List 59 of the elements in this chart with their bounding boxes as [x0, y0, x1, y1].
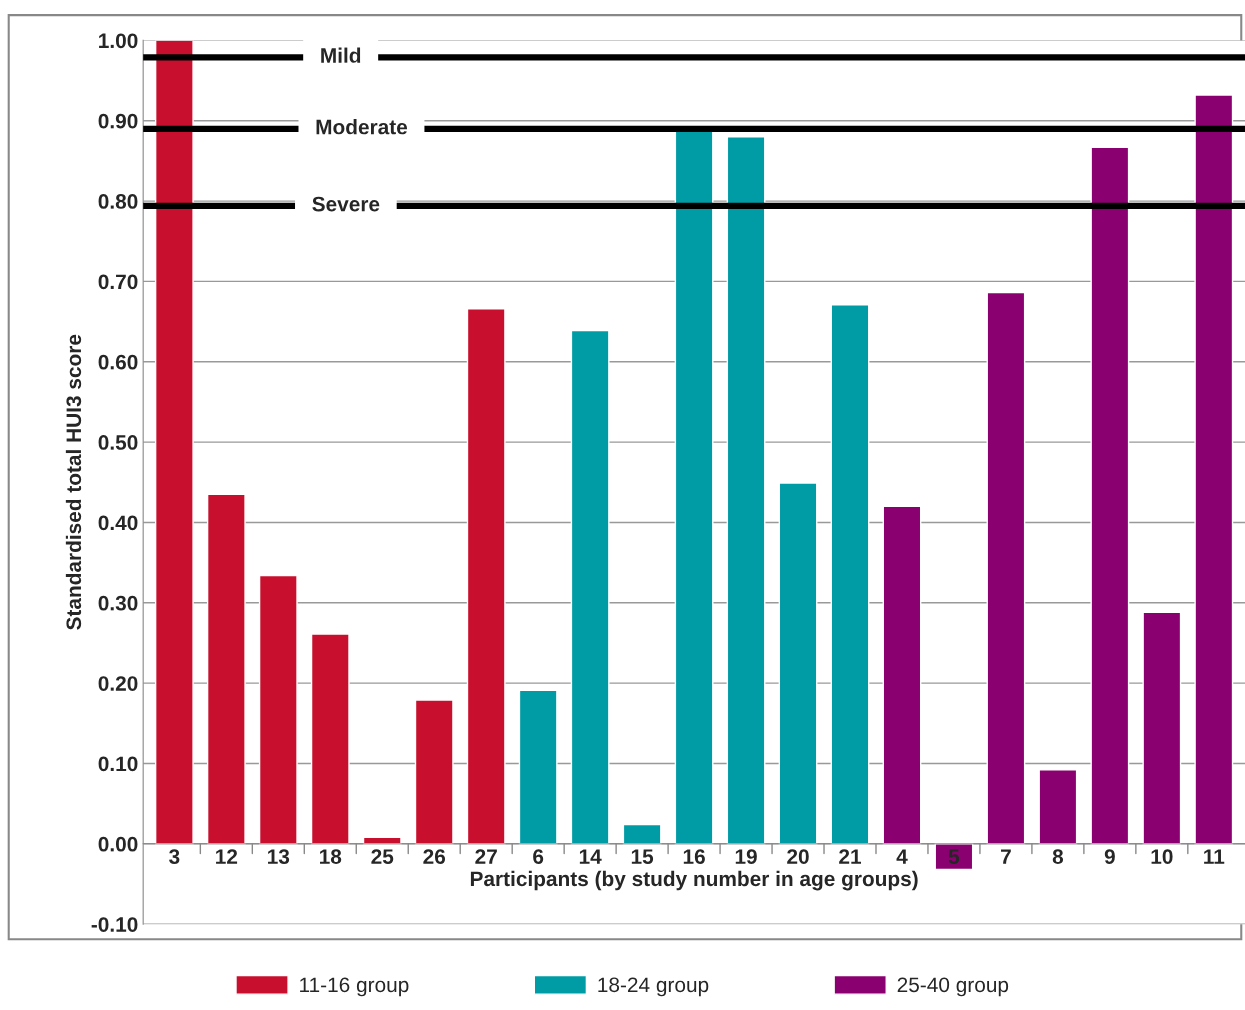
- bar: [570, 329, 610, 845]
- x-tick-label: 16: [683, 849, 705, 864]
- bar: [830, 304, 870, 845]
- x-tick-label: 11: [1204, 849, 1225, 864]
- bar: [778, 482, 818, 845]
- bar: [1090, 146, 1130, 845]
- bar: [986, 291, 1026, 845]
- x-tick-label: 8: [1052, 849, 1064, 864]
- y-tick-label: 0.60: [98, 354, 138, 370]
- y-tick-label: 0.50: [98, 435, 138, 450]
- x-tick-label: 19: [735, 849, 757, 864]
- x-tick-label: 18: [320, 849, 342, 864]
- bar: [1194, 94, 1234, 845]
- x-tick-label: 20: [787, 849, 809, 864]
- y-tick-label: 0.90: [98, 113, 138, 129]
- bar: [726, 136, 766, 845]
- ref-line-label: Mild: [321, 47, 361, 63]
- x-tick-label: 21: [839, 849, 862, 864]
- x-tick-label: 25: [371, 849, 394, 864]
- bar: [622, 823, 662, 845]
- bar: [414, 699, 454, 845]
- x-tick-label: 15: [631, 849, 654, 864]
- bar: [518, 689, 558, 845]
- y-tick-label: -0.10: [91, 917, 138, 932]
- x-tick-label: 12: [216, 849, 238, 864]
- y-tick-label: 0.80: [98, 194, 138, 209]
- legend-label: 18-24 group: [598, 977, 709, 997]
- y-axis-title: Standardised total HUI3 score: [65, 334, 82, 630]
- bar: [466, 308, 506, 845]
- x-tick-label: 13: [268, 849, 290, 864]
- y-tick-label: 1.00: [99, 33, 138, 49]
- bar: [362, 836, 402, 845]
- bar: [1142, 611, 1182, 845]
- bar: [206, 493, 246, 845]
- bar: [258, 574, 298, 845]
- ref-line-label: Moderate: [316, 119, 408, 135]
- bar: [1038, 769, 1078, 845]
- x-tick-label: 7: [1001, 849, 1011, 864]
- bar: [310, 633, 350, 845]
- y-tick-label: 0.00: [98, 836, 138, 852]
- x-tick-label: 26: [423, 849, 446, 864]
- x-tick-label: 9: [1104, 849, 1115, 864]
- ref-line-label: Severe: [312, 196, 380, 212]
- x-axis-title: Participants (by study number in age groups): [470, 870, 918, 891]
- y-tick-label: 0.30: [98, 595, 138, 611]
- x-tick-label: 3: [169, 849, 180, 864]
- y-tick-label: 0.10: [98, 756, 138, 772]
- x-tick-label: 4: [896, 849, 908, 864]
- y-tick-label: 0.20: [98, 676, 138, 691]
- legend-label: 25-40 group: [897, 977, 1009, 997]
- x-tick-label: 14: [579, 849, 602, 864]
- y-tick-label: 0.40: [98, 515, 138, 531]
- bar: [882, 505, 922, 845]
- legend-label: 11-16 group: [300, 977, 409, 997]
- x-tick-label: 10: [1151, 849, 1173, 864]
- x-tick-label: 6: [533, 849, 544, 864]
- y-tick-label: 0.70: [98, 274, 138, 290]
- x-tick-label: 27: [475, 849, 497, 864]
- x-tick-label: 5: [948, 849, 960, 864]
